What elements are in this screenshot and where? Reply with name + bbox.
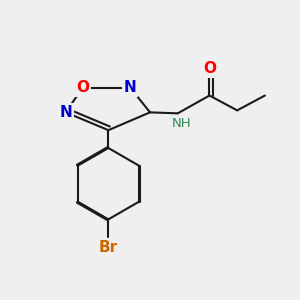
Text: N: N	[124, 80, 136, 95]
Text: N: N	[59, 105, 72, 120]
Text: O: O	[76, 80, 89, 95]
Text: O: O	[203, 61, 216, 76]
Text: Br: Br	[99, 240, 118, 255]
Text: NH: NH	[172, 117, 191, 130]
